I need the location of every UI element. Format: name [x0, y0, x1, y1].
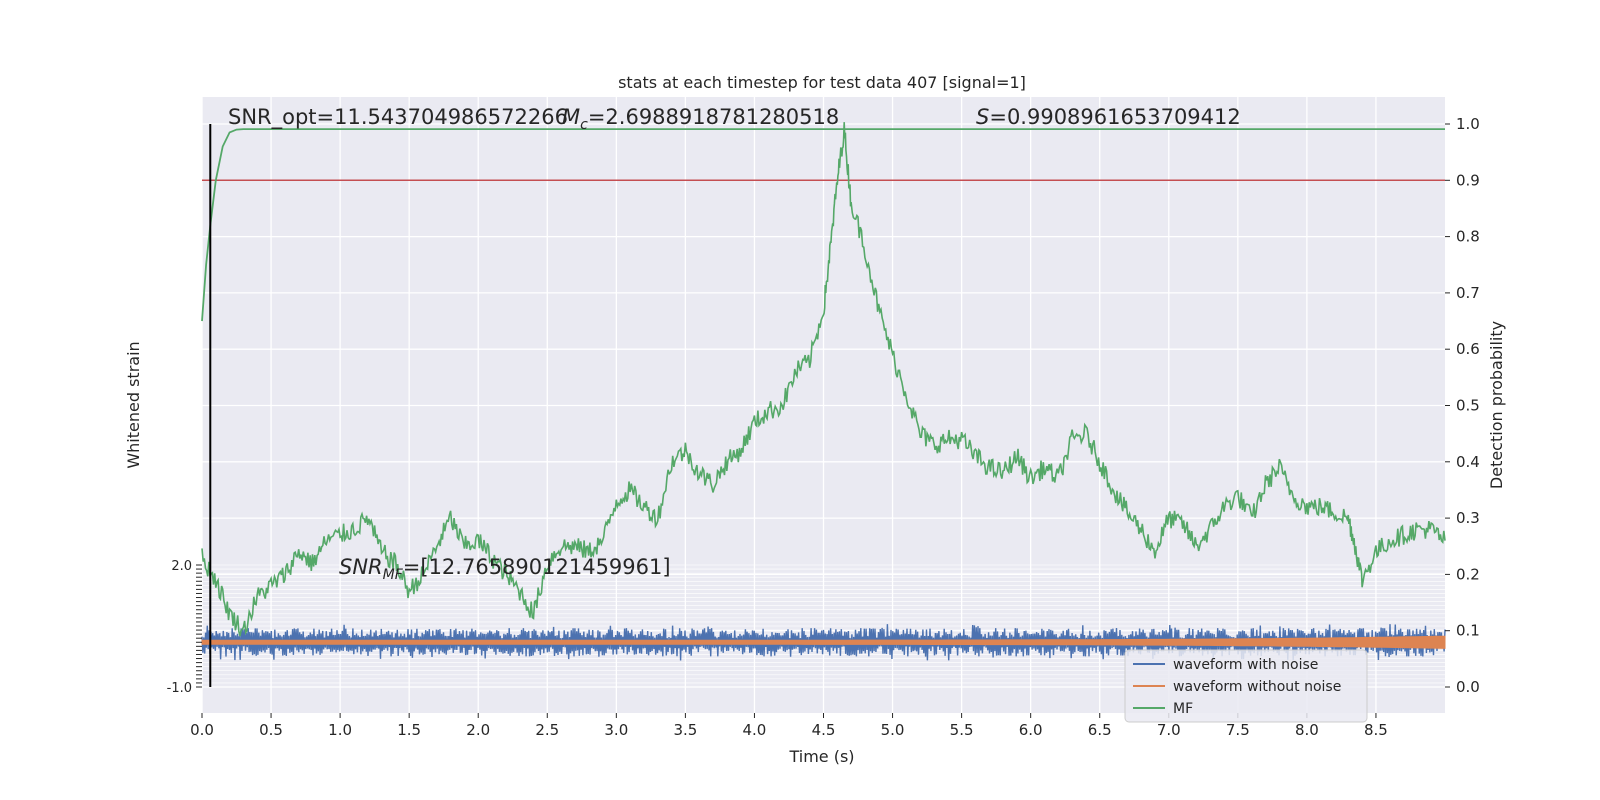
legend-label: MF	[1173, 701, 1193, 717]
x-tick-label: 0.0	[190, 721, 214, 739]
legend-label: waveform without noise	[1173, 679, 1341, 695]
x-tick-label: 3.0	[604, 721, 628, 739]
series-stat	[201, 122, 1446, 637]
y-right-tick-label: 0.5	[1456, 397, 1480, 415]
x-tick-label: 7.5	[1226, 721, 1250, 739]
legend: waveform with noise waveform without nois…	[1124, 649, 1368, 723]
x-tick-label: 6.0	[1019, 721, 1043, 739]
x-tick-label: 6.5	[1088, 721, 1112, 739]
y-right-tick-label: 0.7	[1456, 284, 1480, 302]
y-right-tick-label: 0.3	[1456, 509, 1480, 527]
y-right-tick-label: 0.8	[1456, 228, 1480, 246]
chart-title: stats at each timestep for test data 407…	[618, 73, 1026, 92]
legend-label: waveform with noise	[1173, 657, 1318, 673]
x-tick-label: 4.0	[743, 721, 767, 739]
x-tick-label: 5.5	[950, 721, 974, 739]
y-right-tick-label: 0.2	[1456, 565, 1480, 583]
x-tick-label: 2.5	[535, 721, 559, 739]
y-right-tick-label: 0.6	[1456, 340, 1480, 358]
annotation-s: S=0.9908961653709412	[976, 105, 1241, 129]
y-axis-label-left: Whitened strain	[124, 341, 143, 468]
y-left-tick-label: 2.0	[171, 559, 192, 574]
x-tick-label: 1.5	[397, 721, 421, 739]
x-tick-label: 5.0	[881, 721, 905, 739]
x-tick-label: 8.0	[1295, 721, 1319, 739]
x-axis-label: Time (s)	[788, 747, 854, 766]
x-tick-label: 7.0	[1157, 721, 1181, 739]
y-axis-label-right: Detection probability	[1487, 321, 1506, 489]
annotation-mc: Mc=2.6988918781280518	[562, 105, 839, 133]
annotation-snr-opt: SNR_opt=11.543704986572266	[228, 105, 568, 130]
y-right-tick-label: 0.0	[1456, 678, 1480, 696]
annotation-snr-mf: SNRMF=[12.765890121459961]	[339, 555, 671, 583]
axes: 0.0 0.5 1.0 1.5 2.0 2.5 3.0 3.5 4.0 4.5 5.0 5.5 6.0 6…	[167, 115, 1480, 739]
y-right-tick-label: 0.4	[1456, 453, 1480, 471]
y-right-tick-label: 0.1	[1456, 622, 1480, 640]
x-tick-label: 2.0	[466, 721, 490, 739]
x-tick-label: 1.0	[328, 721, 352, 739]
x-tick-label: 4.5	[812, 721, 836, 739]
series-waveform-without-noise	[201, 635, 1446, 649]
y-right-tick-label: 1.0	[1456, 115, 1480, 133]
x-tick-label: 8.5	[1364, 721, 1388, 739]
series-waveform-with-noise	[201, 624, 1446, 661]
legend-box	[1124, 649, 1368, 723]
series-mf	[201, 128, 1445, 322]
y-left-tick-label: -1.0	[167, 681, 192, 696]
x-tick-label: 0.5	[259, 721, 283, 739]
series-layer	[201, 122, 1446, 687]
x-tick-label: 3.5	[673, 721, 697, 739]
y-right-tick-label: 0.9	[1456, 171, 1480, 189]
